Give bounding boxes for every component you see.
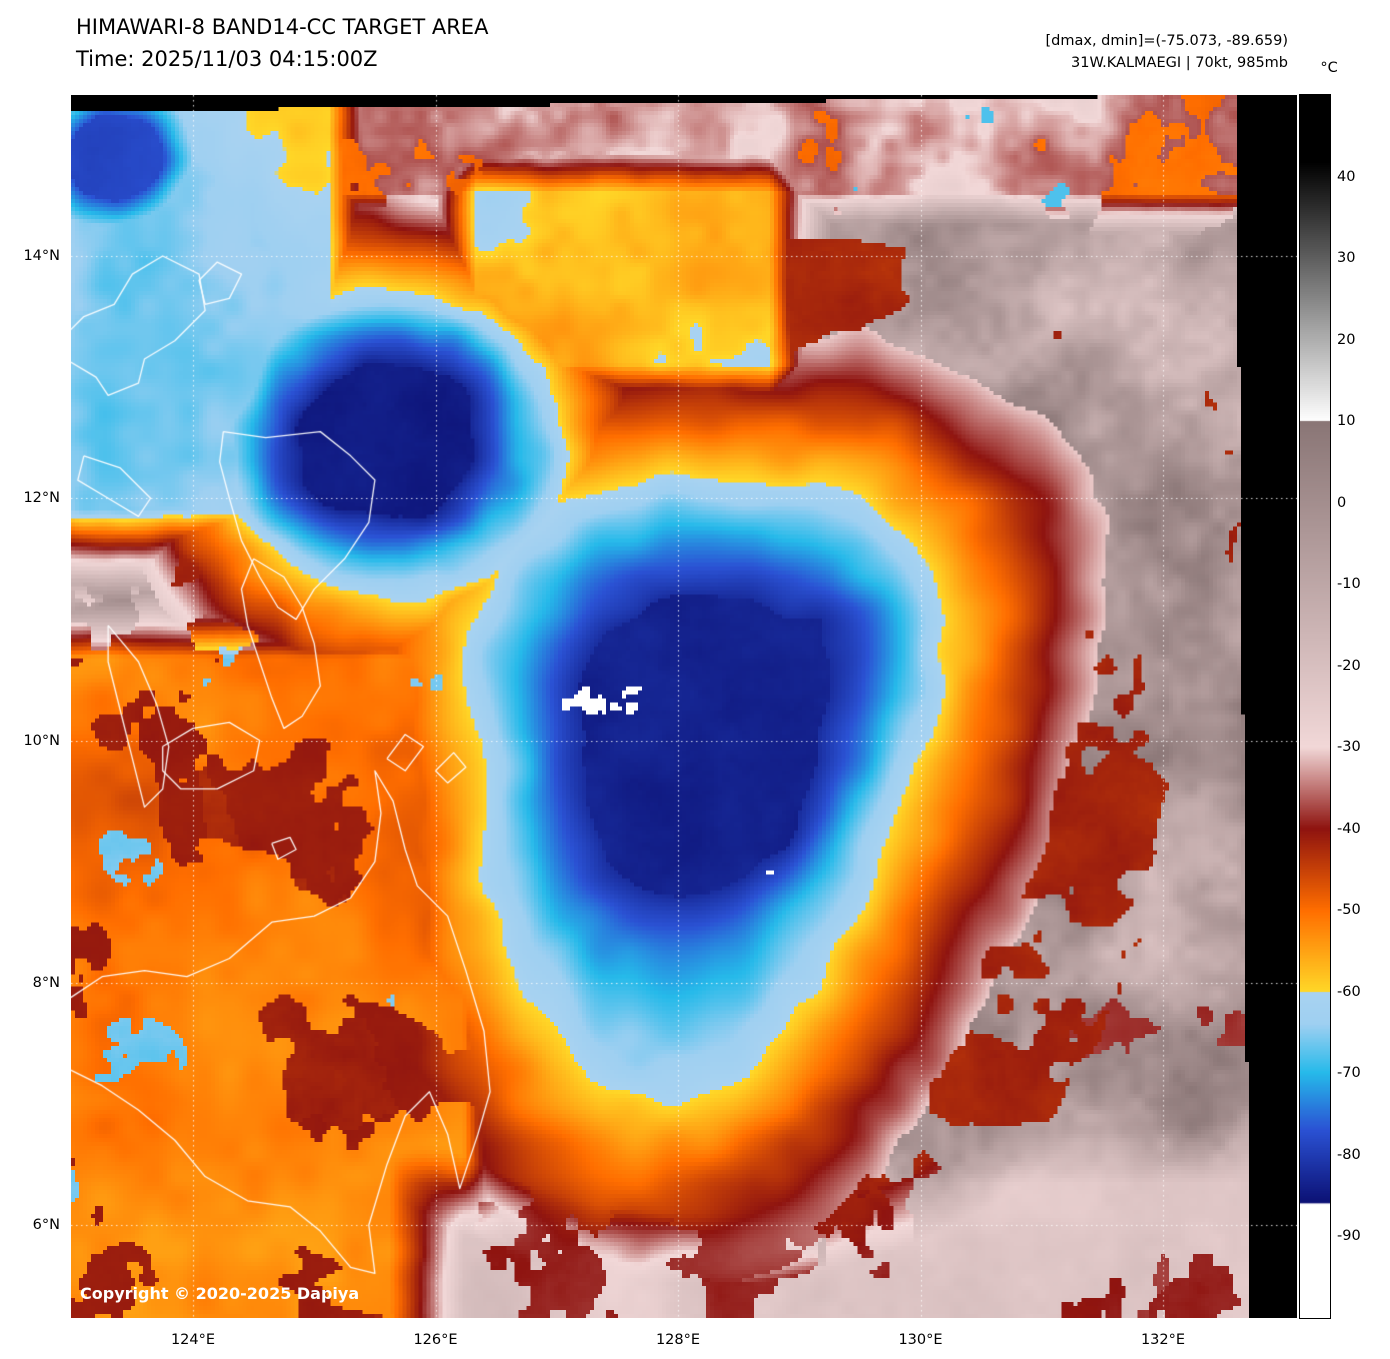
plot-timestamp: Time: 2025/11/03 04:15:00Z [76, 47, 378, 71]
colorbar-tick-label: -90 [1337, 1228, 1361, 1245]
lon-tick-label: 128°E [655, 1332, 701, 1348]
lon-tick-label: 130°E [898, 1332, 943, 1348]
colorbar-tick-label: 30 [1337, 250, 1356, 267]
dmax-dmin-readout: [dmax, dmin]=(-75.073, -89.659) [1045, 33, 1289, 49]
colorbar-gradient-canvas [1300, 95, 1330, 1318]
map-grid-coastline-canvas [71, 95, 1297, 1318]
lon-tick-label: 126°E [413, 1332, 458, 1348]
lat-tick-label: 8°N [32, 974, 60, 991]
colorbar-tick-label: 10 [1337, 413, 1356, 430]
lat-tick-label: 14°N [23, 248, 60, 264]
lat-tick-label: 6°N [32, 1217, 60, 1233]
colorbar-tick-label: -40 [1337, 820, 1361, 837]
storm-info-readout: 31W.KALMAEGI | 70kt, 985mb [1071, 55, 1288, 71]
header-title-block: HIMAWARI-8 BAND14-CC TARGET AREA Time: 2… [76, 11, 488, 75]
header-info-block: [dmax, dmin]=(-75.073, -89.659) 31W.KALM… [1046, 30, 1289, 74]
lon-tick-label: 124°E [170, 1332, 216, 1348]
copyright-watermark: Copyright © 2020-2025 Dapiya [80, 1284, 360, 1303]
colorbar-tick-label: 0 [1337, 494, 1347, 511]
lat-tick-label: 10°N [23, 732, 60, 749]
colorbar-tick-label: -30 [1337, 739, 1361, 756]
colorbar [1299, 94, 1331, 1319]
colorbar-tick-label: -60 [1337, 983, 1361, 1000]
colorbar-unit-label: °C [1320, 60, 1338, 76]
lon-tick-label: 132°E [1140, 1332, 1186, 1348]
colorbar-tick-label: -50 [1337, 902, 1361, 919]
lat-tick-label: 12°N [23, 490, 60, 507]
plot-title: HIMAWARI-8 BAND14-CC TARGET AREA [76, 15, 489, 39]
colorbar-tick-label: -80 [1337, 1146, 1361, 1163]
colorbar-tick-label: -10 [1337, 576, 1361, 593]
colorbar-tick-label: -20 [1337, 657, 1361, 674]
colorbar-tick-label: 40 [1337, 168, 1356, 185]
colorbar-tick-label: 20 [1337, 331, 1356, 348]
colorbar-tick-label: -70 [1337, 1065, 1361, 1082]
